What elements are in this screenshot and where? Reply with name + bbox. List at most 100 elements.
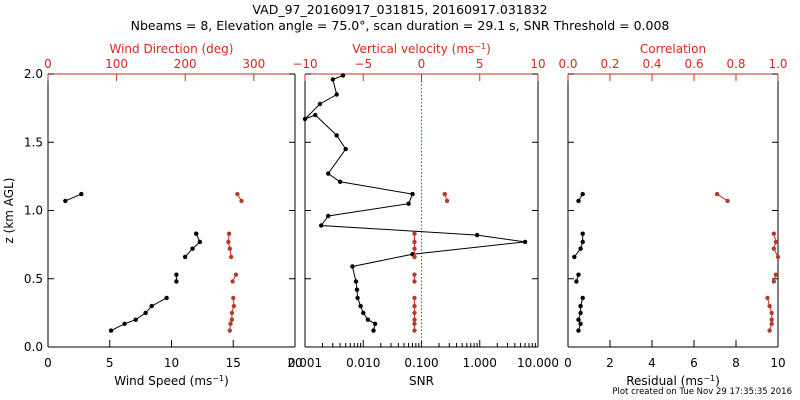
correlation-line: [773, 233, 779, 258]
correlation-point: [773, 272, 779, 277]
correlation-point: [775, 254, 781, 260]
vertical-velocity-point: [412, 295, 417, 301]
wind-speed-line: [110, 297, 167, 332]
residual-point: [578, 321, 583, 326]
correlation-point: [767, 303, 772, 309]
snr-point: [371, 328, 376, 333]
snr-point: [302, 116, 308, 122]
wind-speed-line: [184, 233, 201, 258]
vertical-velocity-point: [412, 239, 417, 245]
residual-top-tick-label: 0.2: [600, 57, 619, 71]
wind-speed-point: [108, 328, 114, 333]
residual-point: [574, 279, 579, 284]
residual-point: [576, 328, 581, 333]
snr-xtick-label: 0.100: [404, 356, 438, 370]
residual-top-axis-label: Correlation: [640, 42, 706, 56]
correlation-point: [773, 239, 779, 245]
snr-point: [354, 287, 360, 292]
snr-point: [353, 279, 359, 284]
vertical-velocity-point: [412, 246, 417, 251]
snr-point: [340, 73, 346, 78]
correlation-point: [771, 246, 776, 251]
residual-xtick-label: 10: [770, 356, 785, 370]
snr-xtick-label: 0.001: [288, 356, 322, 370]
vertical-velocity-point: [412, 231, 417, 236]
ytick-label: 1.0: [24, 204, 43, 218]
wind-direction-point: [231, 303, 237, 309]
snr-xtick-label: 1.000: [463, 356, 497, 370]
residual-top-tick-label: 1.0: [768, 57, 787, 71]
wind-top-tick-label: 300: [242, 57, 265, 71]
wind-direction-point: [233, 272, 239, 277]
snr-point: [410, 191, 415, 197]
vertical-velocity-point: [412, 303, 417, 309]
wind-direction-point: [230, 279, 235, 284]
residual-xtick-label: 4: [648, 356, 656, 370]
snr-point: [350, 264, 355, 269]
residual-point: [576, 198, 581, 204]
vertical-velocity-point: [442, 191, 447, 197]
snr-point: [361, 310, 366, 316]
vertical-velocity-point: [412, 254, 417, 260]
wind-speed-point: [164, 295, 169, 301]
vertical-velocity-point: [412, 328, 417, 333]
correlation-point: [714, 191, 720, 197]
correlation-point: [769, 310, 774, 316]
wind-bottom-axis-label: Wind Speed (ms−1): [114, 374, 229, 389]
snr-point: [337, 179, 343, 184]
wind-direction-line: [227, 233, 232, 257]
snr-point: [522, 239, 528, 245]
snr-point: [319, 223, 324, 228]
wind-speed-point: [63, 198, 68, 204]
snr-point: [334, 133, 339, 138]
wind-direction-point: [226, 231, 232, 236]
wind-xtick-label: 0: [44, 356, 52, 370]
correlation-point: [765, 295, 770, 301]
wind-speed-point: [174, 279, 179, 284]
wind-speed-point: [190, 246, 195, 251]
residual-point: [580, 231, 585, 236]
residual-point: [576, 317, 581, 322]
residual-point: [572, 254, 577, 260]
snr-point: [365, 317, 371, 322]
snr-point: [406, 201, 411, 206]
residual-point: [580, 295, 585, 301]
snr-bottom-axis-label: SNR: [409, 374, 434, 388]
plot-created-note: Plot created on Tue Nov 29 17:35:35 2016: [612, 387, 792, 397]
wind-xtick-label: 15: [226, 356, 241, 370]
snr-top-axis-label: Vertical velocity (ms−1): [352, 42, 491, 57]
wind-xtick-label: 5: [106, 356, 114, 370]
residual-top-tick-label: 0.0: [558, 57, 577, 71]
wind-top-tick-label: 100: [105, 57, 128, 71]
wind-direction-point: [229, 254, 234, 260]
correlation-point: [767, 328, 772, 333]
wind-speed-point: [133, 317, 138, 322]
snr-line: [304, 74, 526, 331]
correlation-point: [771, 231, 776, 236]
snr-point: [343, 146, 348, 152]
wind-speed-point: [182, 254, 188, 260]
vertical-velocity-point: [444, 198, 450, 204]
residual-point: [580, 191, 585, 197]
snr-xtick-label: 0.010: [346, 356, 380, 370]
residual-point: [580, 239, 585, 245]
residual-xtick-label: 2: [606, 356, 614, 370]
wind-direction-point: [239, 198, 244, 204]
wind-speed-line: [65, 193, 82, 202]
wind-direction-point: [226, 239, 231, 245]
residual-xtick-label: 8: [732, 356, 740, 370]
wind-direction-point: [227, 328, 232, 333]
wind-direction-point: [231, 295, 236, 301]
residual-bottom-axis-label: Residual (ms−1): [626, 374, 720, 389]
correlation-point: [771, 279, 776, 284]
snr-top-tick-label: −5: [354, 57, 372, 71]
snr-point: [358, 303, 363, 309]
wind-xtick-label: 10: [164, 356, 179, 370]
snr-xtick-label: 10.000: [517, 356, 559, 370]
vertical-velocity-point: [412, 310, 417, 316]
ytick-label: 0.0: [24, 340, 43, 354]
wind-speed-point: [197, 239, 203, 245]
residual-point: [578, 310, 583, 316]
snr-top-tick-label: 5: [476, 57, 484, 71]
ytick-label: 2.0: [24, 67, 43, 81]
